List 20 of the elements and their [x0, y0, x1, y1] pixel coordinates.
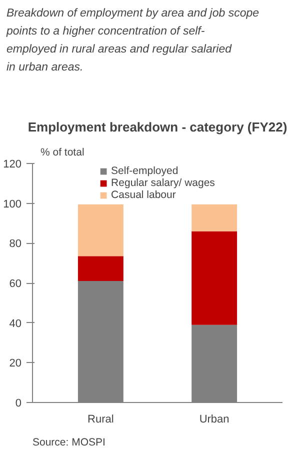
chart-title: Employment breakdown - category (FY22) — [28, 120, 288, 134]
y-tick-label: 40 — [9, 318, 22, 330]
x-tick-label: Rural — [88, 414, 114, 426]
y-tick-label: 100 — [3, 198, 22, 210]
y-tick-label: 120 — [3, 158, 22, 170]
y-tick-label: 80 — [9, 238, 22, 250]
x-tick-label: Urban — [199, 414, 230, 426]
legend-label: Casual labour — [111, 189, 176, 201]
legend-label: Regular salary/ wages — [111, 177, 215, 189]
bar — [192, 231, 238, 325]
legend-label: Self-employed — [111, 165, 178, 177]
source-note: Source: MOSPI — [32, 436, 106, 448]
bar — [192, 204, 238, 232]
bar — [78, 256, 124, 282]
y-tick-label: 20 — [9, 358, 22, 370]
y-tick-label: 60 — [9, 278, 22, 290]
bar — [78, 204, 124, 256]
y-axis-title: % of total — [40, 146, 84, 158]
text: Breakdown of employment by area and job scope points to a higher concentration of self-employed in rural areas and regular salaried in urban areas. — [6, 8, 260, 74]
y-tick-label: 0 — [15, 398, 22, 410]
